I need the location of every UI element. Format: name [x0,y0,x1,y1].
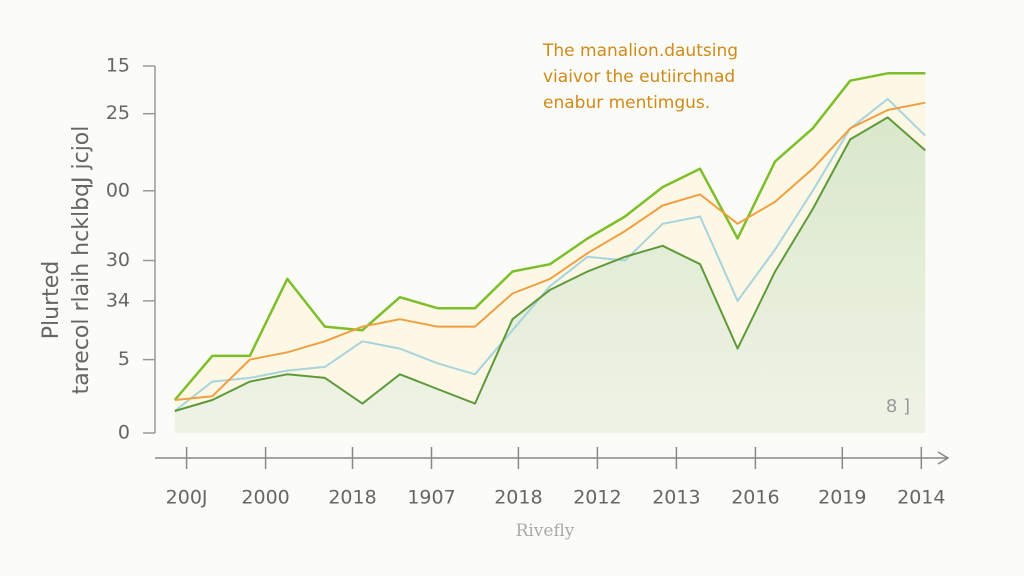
annotation: enabur mentimgus. [543,93,710,113]
y-label: tarecol rlaih hcklbqJ jcjol [69,126,94,395]
y-tick-label: 15 [106,55,130,77]
x-tick-label: 2016 [731,487,779,509]
line [174,116,926,412]
note: 8 ] [886,396,910,417]
line [174,101,926,401]
x-tick-label: 2000 [241,487,289,509]
line [173,72,926,401]
y-tick-label: 25 [106,102,130,124]
x-tick-label: 2013 [652,487,700,509]
x-tick-label: 200J [166,487,208,509]
x-tick-label: 2014 [897,487,945,509]
axis-arrow [937,451,950,465]
area [174,117,926,434]
x-tick-label: 2019 [818,487,866,509]
y-tick-label: 34 [106,289,130,311]
x-tick-label: 2012 [573,487,621,509]
annotation: The manalion.dautsing [542,41,738,61]
line [174,98,926,412]
y-label: Plurted [39,261,64,340]
annotation: viaivor the eutiirchnad [543,67,735,87]
y-tick-label: 00 [106,179,130,201]
x-label: Rivefly [516,521,575,541]
y-tick-label: 0 [118,422,130,444]
y-tick-label: 5 [118,348,130,370]
x-tick-label: 2018 [328,487,376,509]
area [174,73,926,434]
x-tick-label: 1907 [407,487,455,509]
y-tick-label: 30 [106,249,130,271]
x-tick-label: 2018 [494,487,542,509]
